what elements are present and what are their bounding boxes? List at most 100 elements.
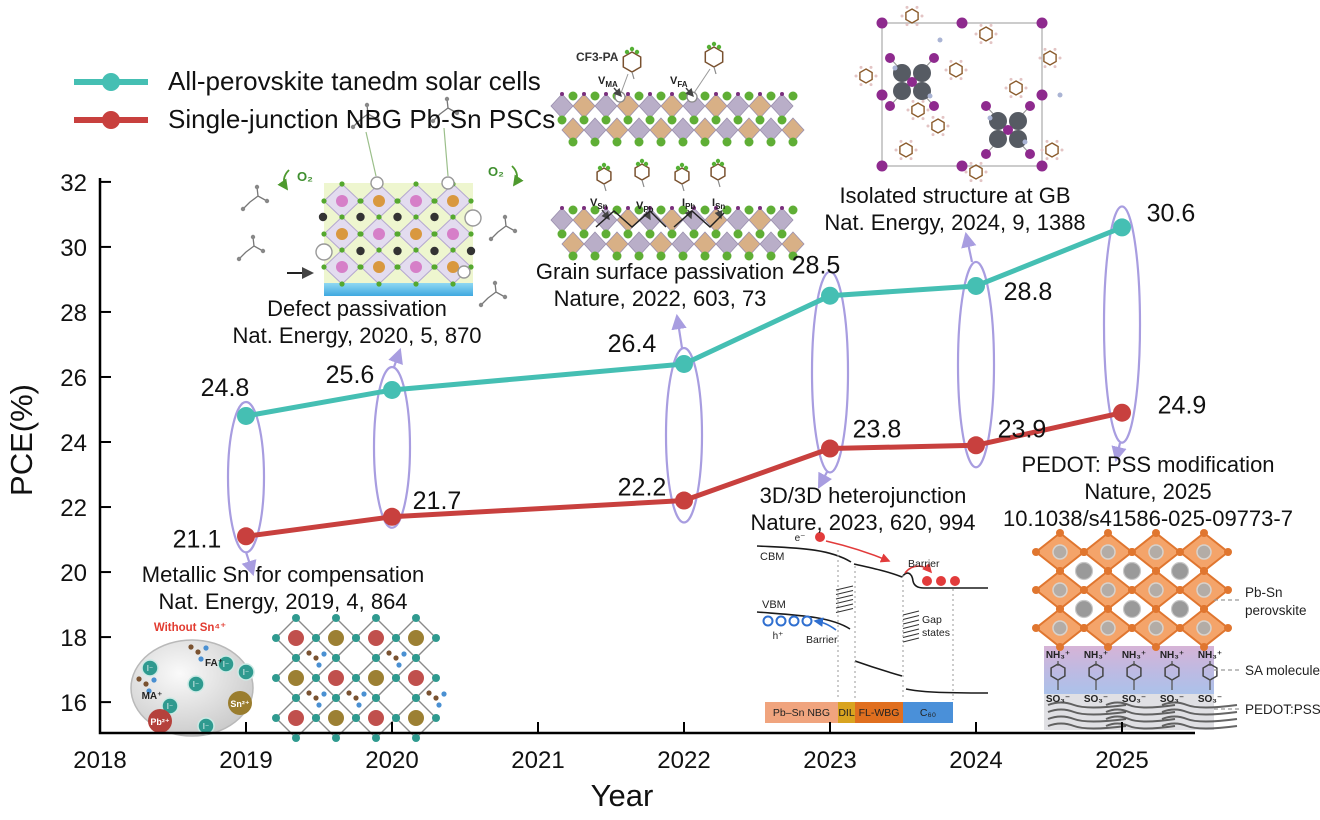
annotation-line: Grain surface passivation xyxy=(535,259,785,284)
data-point xyxy=(967,276,985,295)
inset-pedot-pss: NH₃⁺ SO₃⁻ NH₃⁺ SO₃⁻ NH₃⁺ SO₃⁻ NH₃⁺ SO₃⁻ NH₃⁺ SO₃⁻… xyxy=(1032,529,1320,730)
annotation-isolated: Isolated structure at GB Nat. Energy, 20… xyxy=(824,182,1085,236)
band-layer-label: FL-WBG xyxy=(859,707,900,719)
band-layer-label: C₆₀ xyxy=(920,707,936,719)
highlight-arrow-icon xyxy=(817,471,833,489)
annotation-metallic: Metallic Sn for compensation Nat. Energy… xyxy=(142,561,424,615)
x-tick-label: 2021 xyxy=(511,747,564,774)
y-tick-label: 22 xyxy=(60,495,87,522)
x-tick-label: 2025 xyxy=(1095,747,1148,774)
highlight-ellipse xyxy=(956,260,996,469)
y-tick-label: 16 xyxy=(60,690,87,717)
data-point xyxy=(383,380,401,399)
annotation-pedot: PEDOT: PSS modification Nature, 2025 10.… xyxy=(1003,451,1293,532)
data-point-label: 30.6 xyxy=(1147,199,1196,227)
o2-right-label: O₂ xyxy=(488,164,504,179)
annotation-line: 10.1038/s41586-025-09773-7 xyxy=(1003,506,1293,531)
vacancy-vsn-label: VSn xyxy=(590,197,608,211)
data-point-label: 24.9 xyxy=(1158,392,1207,420)
o2-left-label: O₂ xyxy=(297,169,313,184)
barrier-top-label: Barrier xyxy=(908,558,940,570)
annotation-line: Isolated structure at GB xyxy=(839,183,1071,208)
data-point-label: 28.8 xyxy=(1004,278,1053,306)
y-tick-label: 28 xyxy=(60,300,87,327)
pb-ion-label: Pb²⁺ xyxy=(150,717,169,727)
nh3-label: NH₃⁺ xyxy=(1122,650,1146,661)
annotation-grain: Grain surface passivation Nature, 2022, … xyxy=(536,258,784,312)
cf3pa-label: CF3-PA xyxy=(576,50,619,64)
data-series: 24.8 25.6 26.4 28.5 28.8 30.6 21.1 21.7 22.2 23.8… xyxy=(173,199,1207,553)
annotation-line: Metallic Sn for compensation xyxy=(141,562,425,587)
data-point xyxy=(675,354,693,373)
so3-label: SO₃⁻ xyxy=(1084,694,1108,705)
data-point-label: 24.8 xyxy=(201,374,250,402)
highlight-arrow-icon xyxy=(388,347,403,368)
y-tick-label: 32 xyxy=(60,170,87,197)
sa-molecule-label: SA molecule xyxy=(1245,663,1320,678)
y-tick-label: 24 xyxy=(60,430,87,457)
defect-bond-lines-icon xyxy=(595,209,667,229)
data-point xyxy=(821,439,839,458)
svg-text:I⁻: I⁻ xyxy=(167,702,173,711)
data-point-label: 25.6 xyxy=(326,361,375,389)
highlight-ellipse xyxy=(372,365,412,529)
sn-ion-label: Sn²⁺ xyxy=(230,699,249,709)
annotation-line: Nature, 2025 xyxy=(1084,479,1212,504)
vacancy-vma-label: VMA xyxy=(598,75,618,89)
data-point xyxy=(821,286,839,305)
data-point xyxy=(1113,218,1131,237)
data-point xyxy=(383,507,401,526)
annotation-line: 3D/3D heterojunction xyxy=(759,483,967,508)
svg-text:I⁻: I⁻ xyxy=(223,660,229,669)
data-point xyxy=(237,406,255,425)
annotation-line: PEDOT: PSS modification xyxy=(1021,452,1275,477)
inset-defect-passivation: O₂ O₂ xyxy=(236,96,524,308)
annotation-line: Nature, 2022, 603, 73 xyxy=(553,286,767,311)
nh3-label: NH₃⁺ xyxy=(1084,650,1108,661)
inset-grain-surface-passivation: CF3-PA VMA VFA VSn VPb IPb ISn xyxy=(550,41,805,261)
annotation-defect: Defect passivation Nat. Energy, 2020, 5,… xyxy=(232,295,481,349)
y-tick-label: 18 xyxy=(60,625,87,652)
svg-text:I⁻: I⁻ xyxy=(193,680,199,689)
annotation-line: Nat. Energy, 2020, 5, 870 xyxy=(232,323,482,348)
ma-ion-label: MA⁺ xyxy=(142,691,163,702)
vacancy-vpb-label: VPb xyxy=(636,200,654,214)
so3-label: SO₃⁻ xyxy=(1122,694,1146,705)
without-sn-label: Without Sn⁴⁺ xyxy=(154,622,226,634)
hole-label: h⁺ xyxy=(773,631,784,642)
annotation-line: Nat. Energy, 2019, 4, 864 xyxy=(158,589,408,614)
band-layer-label: Pb–Sn NBG xyxy=(773,707,830,719)
electron-label: e⁻ xyxy=(795,533,806,544)
nh3-label: NH₃⁺ xyxy=(1198,650,1222,661)
defect-bond-lines-icon xyxy=(673,209,725,229)
legend-marker-teal-icon xyxy=(74,72,148,91)
y-axis-title: PCE(%) xyxy=(4,384,39,496)
data-point-label: 21.1 xyxy=(173,525,222,553)
vbm-label: VBM xyxy=(762,599,786,611)
leader-lines-icon xyxy=(1214,599,1240,710)
inset-isolated-structure-gb xyxy=(854,5,1064,183)
data-point-label: 22.2 xyxy=(618,474,667,502)
highlight-arrow-icon xyxy=(671,313,687,349)
legend-label-single-junction: Single-junction NBG Pb-Sn PSCs xyxy=(168,104,556,134)
highlight-ellipses xyxy=(226,205,1142,577)
highlight-arrow-icon xyxy=(241,551,257,577)
svg-text:I⁻: I⁻ xyxy=(243,668,249,677)
data-point-label: 23.9 xyxy=(998,415,1047,443)
annotation-line: Nature, 2023, 620, 994 xyxy=(750,510,976,535)
data-point xyxy=(675,491,693,510)
x-axis-title: Year xyxy=(591,778,654,813)
nh3-label: NH₃⁺ xyxy=(1160,650,1184,661)
data-point xyxy=(967,436,985,455)
data-point-label: 21.7 xyxy=(413,487,462,515)
legend-item-single-junction: Single-junction NBG Pb-Sn PSCs xyxy=(72,104,555,135)
nh3-label: NH₃⁺ xyxy=(1046,650,1070,661)
barrier-bottom-label: Barrier xyxy=(806,634,838,646)
fa-ion-label: FA⁺ xyxy=(205,658,223,669)
legend: All-perovskite tanedm solar cells Single… xyxy=(72,66,555,135)
gap-states-label: Gap states xyxy=(922,614,950,639)
y-tick-label: 26 xyxy=(60,365,87,392)
